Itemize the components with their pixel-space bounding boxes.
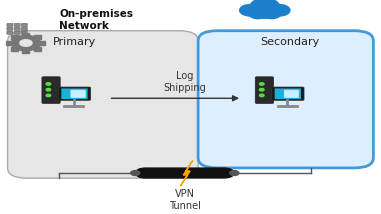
Circle shape [46, 94, 51, 97]
FancyBboxPatch shape [8, 31, 198, 178]
Circle shape [259, 94, 264, 97]
Text: VPN
Tunnel: VPN Tunnel [169, 189, 201, 211]
FancyBboxPatch shape [21, 27, 27, 31]
Circle shape [259, 83, 264, 85]
Circle shape [240, 4, 261, 16]
Circle shape [46, 83, 51, 85]
Circle shape [11, 35, 40, 51]
Circle shape [256, 9, 273, 18]
Circle shape [249, 9, 267, 19]
Text: Log
Shipping: Log Shipping [163, 71, 206, 93]
Circle shape [263, 9, 281, 19]
FancyBboxPatch shape [272, 87, 304, 100]
FancyBboxPatch shape [135, 167, 234, 179]
Circle shape [20, 40, 32, 46]
Bar [34, 35, 41, 39]
Bar [22, 33, 29, 36]
FancyBboxPatch shape [275, 88, 301, 99]
Text: Primary: Primary [53, 37, 96, 47]
Bar [22, 50, 29, 54]
Circle shape [269, 4, 290, 16]
Bar [11, 35, 18, 39]
Circle shape [259, 88, 264, 91]
Text: Secondary: Secondary [260, 37, 319, 47]
Bar [34, 47, 41, 51]
Polygon shape [181, 160, 193, 186]
FancyBboxPatch shape [61, 88, 88, 99]
Circle shape [250, 0, 279, 14]
FancyBboxPatch shape [7, 23, 13, 27]
Circle shape [46, 88, 51, 91]
Bar [38, 41, 45, 45]
FancyBboxPatch shape [7, 31, 13, 34]
FancyBboxPatch shape [198, 31, 373, 168]
Bar [11, 47, 18, 51]
Circle shape [131, 171, 140, 175]
FancyBboxPatch shape [71, 90, 85, 97]
FancyBboxPatch shape [14, 23, 20, 27]
FancyBboxPatch shape [14, 31, 20, 34]
FancyBboxPatch shape [42, 77, 60, 103]
FancyBboxPatch shape [255, 77, 274, 103]
Text: On-premises
Network: On-premises Network [59, 9, 133, 31]
Circle shape [230, 171, 239, 175]
FancyBboxPatch shape [284, 90, 299, 97]
FancyBboxPatch shape [58, 87, 91, 100]
FancyBboxPatch shape [7, 27, 13, 31]
Bar [6, 41, 13, 45]
FancyBboxPatch shape [21, 31, 27, 34]
FancyBboxPatch shape [14, 27, 20, 31]
FancyBboxPatch shape [21, 23, 27, 27]
